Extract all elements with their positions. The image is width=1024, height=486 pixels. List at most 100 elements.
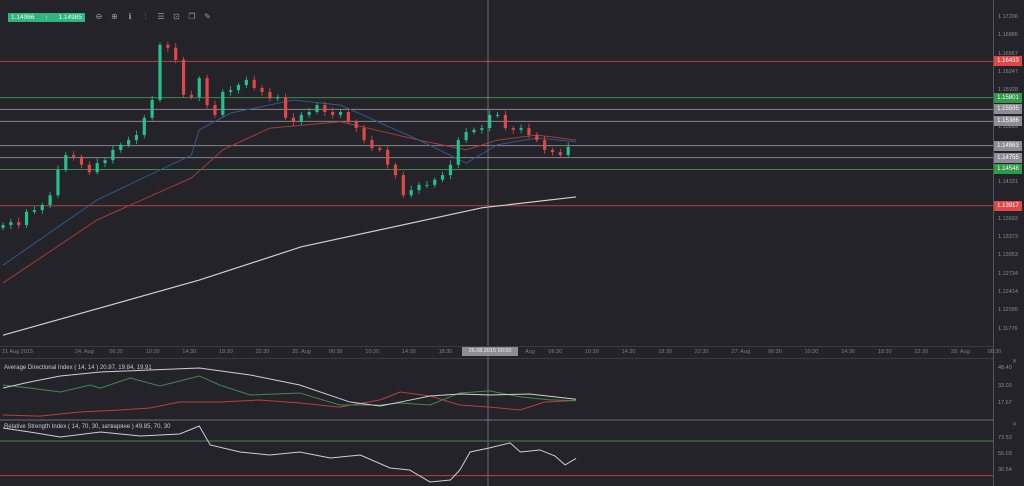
- price-tick-label: 1.17206: [998, 14, 1018, 20]
- candle-bear: [550, 149, 555, 153]
- candle-bear: [284, 97, 288, 118]
- chart-type-icon[interactable]: ⫶: [144, 12, 147, 21]
- candle-bull: [134, 134, 139, 141]
- candle-bull: [244, 79, 248, 86]
- adx-title: Average Directional Index ( 14, 14 ) 20.…: [4, 365, 152, 371]
- candle-bear: [260, 87, 264, 92]
- candle-bear: [543, 140, 547, 150]
- candle-bull: [425, 184, 429, 186]
- screenshot-icon[interactable]: ⊡: [173, 12, 180, 21]
- candle-bull: [495, 114, 500, 116]
- rsi-title: Relative Strength Index ( 14, 70, 30, за…: [4, 424, 171, 430]
- candle-bear: [393, 164, 398, 176]
- close-adx-icon[interactable]: ✕: [1012, 359, 1018, 365]
- time-tick-label: 22:30: [914, 349, 929, 355]
- time-tick-label: 28. Aug: [951, 349, 970, 355]
- price-tick-label: 1.11776: [998, 325, 1018, 332]
- rsi-scale-label: 55.03: [998, 451, 1012, 457]
- candle-bull: [464, 132, 468, 141]
- candle-bull: [229, 90, 233, 92]
- candle-bear: [189, 94, 193, 98]
- timeframe-icon[interactable]: ℹ: [128, 12, 132, 21]
- candle-bull: [441, 175, 445, 180]
- candle-bear: [323, 105, 327, 113]
- time-tick-label: 06:30: [768, 349, 782, 355]
- candle-bull: [519, 128, 523, 130]
- ask-price: 1.14985: [58, 14, 83, 21]
- candle-bull: [1, 225, 5, 228]
- level-price-tag[interactable]: 1.14755: [994, 152, 1022, 163]
- time-tick-label: 27. Aug: [731, 349, 751, 355]
- price-chart[interactable]: [0, 0, 993, 486]
- time-tick-label: 25. Aug: [292, 349, 311, 355]
- candle-bear: [511, 128, 515, 130]
- level-price-tag[interactable]: 1.15595: [994, 104, 1022, 115]
- adx-line: [2, 367, 577, 407]
- candle-bull: [48, 195, 52, 205]
- candle-bull: [119, 144, 123, 150]
- candle-bull: [472, 129, 476, 133]
- candle-bull: [566, 147, 570, 156]
- rsi-line: [2, 425, 577, 483]
- time-tick-label: 14:30: [402, 349, 416, 355]
- candle-bear: [386, 149, 390, 165]
- templates-icon[interactable]: ❐: [188, 12, 196, 21]
- rsi-scale-label: 73.53: [998, 435, 1012, 441]
- price-tick-label: 1.13053: [998, 252, 1018, 259]
- candle-bull: [417, 184, 421, 191]
- level-price-tag[interactable]: 1.15801: [994, 92, 1022, 103]
- time-tick-label: Aug: [525, 349, 535, 355]
- level-price-tag[interactable]: 1.14963: [994, 140, 1022, 151]
- candle-bear: [72, 155, 76, 157]
- adx-scale-label: 48.40: [998, 365, 1012, 371]
- price-tick-label: 1.15289: [998, 123, 1018, 130]
- candle-bear: [268, 91, 272, 99]
- time-tick-label: 18:30: [438, 349, 453, 355]
- candle-bear: [558, 152, 562, 156]
- candle-bear: [527, 128, 531, 135]
- zoom-out-icon[interactable]: ⊖: [95, 12, 103, 21]
- candle-bear: [503, 114, 507, 129]
- candle-bull: [9, 222, 13, 226]
- minus-di-line: [2, 391, 577, 417]
- candle-bear: [535, 134, 539, 141]
- time-tick-label: 18:30: [219, 349, 233, 355]
- candle-bull: [480, 128, 484, 130]
- level-price-tag[interactable]: 1.16433: [994, 56, 1022, 67]
- candle-bear: [331, 112, 335, 115]
- zoom-in-icon[interactable]: ⊕: [111, 12, 118, 21]
- price-tick-label: 1.12734: [998, 270, 1018, 277]
- candle-bull: [95, 163, 99, 173]
- crosshair-time-label: 26.08.2015 00:00: [462, 347, 518, 356]
- candle-bear: [354, 121, 358, 129]
- level-price-tag[interactable]: 1.13917: [994, 200, 1022, 211]
- level-price-tag[interactable]: 1.15386: [994, 116, 1022, 127]
- candle-bull: [64, 155, 68, 170]
- price-tick-label: 1.16886: [998, 32, 1018, 39]
- candle-bull: [142, 117, 146, 135]
- time-tick-label: 06:30: [328, 349, 343, 355]
- candle-bull: [299, 114, 303, 122]
- close-rsi-icon[interactable]: ✕: [1012, 422, 1018, 428]
- candle-bull: [56, 169, 60, 196]
- price-axis-line: [993, 0, 994, 486]
- price-tick-label: 1.14331: [998, 178, 1018, 185]
- level-price-tag[interactable]: 1.14548: [994, 164, 1022, 175]
- candle-bear: [79, 156, 84, 165]
- time-tick-label: 10:30: [585, 349, 599, 355]
- price-tick-label: 1.13373: [998, 233, 1018, 240]
- rsi-scale-label: 36.54: [998, 466, 1012, 473]
- candle-bull: [221, 91, 225, 115]
- candle-bear: [181, 59, 186, 95]
- candle-bull: [197, 78, 201, 98]
- time-tick-label: 06:30: [548, 349, 563, 355]
- time-tick-label: 22:30: [255, 349, 270, 355]
- candle-bear: [174, 47, 178, 60]
- price-tick-label: 1.16247: [998, 69, 1018, 76]
- time-tick-label: 14:30: [841, 349, 855, 355]
- candle-bull: [158, 44, 162, 100]
- draw-icon[interactable]: ✎: [204, 12, 211, 21]
- bid-ask-quote[interactable]: 1.14966 ↑ 1.14985: [8, 13, 85, 22]
- indicators-icon[interactable]: ☰: [157, 12, 165, 21]
- time-tick-label: 21 Aug 2015: [2, 349, 33, 355]
